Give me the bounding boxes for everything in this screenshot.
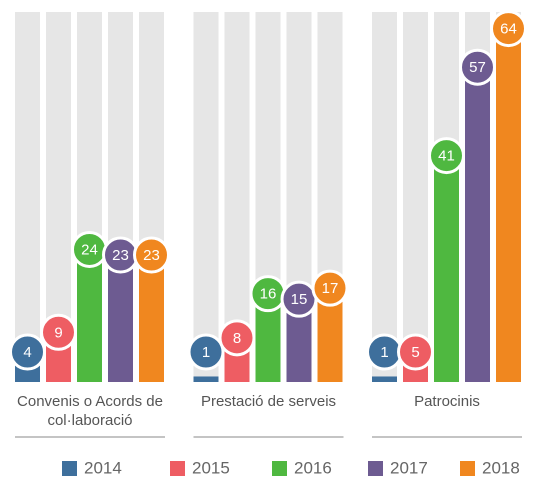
value-label: 64 — [500, 21, 517, 38]
value-label: 41 — [438, 148, 455, 165]
legend-swatch — [368, 461, 383, 476]
value-badge — [40, 313, 77, 351]
bar-track — [15, 12, 40, 382]
category-label: Prestació de serveis — [200, 393, 337, 410]
bar — [465, 67, 490, 382]
value-label: 16 — [260, 286, 277, 303]
bar — [372, 376, 397, 382]
bar — [108, 254, 133, 382]
value-badge — [459, 48, 496, 86]
value-badge — [187, 333, 225, 371]
value-label: 24 — [81, 241, 98, 258]
bar-track — [193, 12, 219, 382]
value-label: 4 — [23, 344, 31, 361]
bar-track — [403, 12, 428, 382]
value-badge — [311, 269, 349, 307]
category-label: Convenis o Acords de col·laboració — [17, 393, 163, 429]
value-badge — [490, 10, 527, 48]
value-label: 1 — [202, 344, 210, 361]
value-label: 57 — [469, 59, 486, 76]
bar — [77, 249, 102, 382]
legend-swatch — [460, 461, 475, 476]
bar-track — [372, 12, 397, 382]
legend-label: 2016 — [294, 458, 332, 477]
value-label: 17 — [322, 280, 339, 297]
bar — [496, 28, 521, 382]
value-label: 1 — [380, 344, 388, 361]
value-badge — [428, 137, 465, 175]
value-label: 8 — [233, 330, 241, 347]
value-label: 9 — [54, 324, 62, 341]
value-badge — [9, 333, 46, 371]
legend-swatch — [170, 461, 185, 476]
legend-label: 2017 — [390, 458, 428, 477]
legend-swatch — [62, 461, 77, 476]
bar — [139, 254, 164, 382]
value-badge — [133, 236, 170, 274]
legend-label: 2015 — [192, 458, 230, 477]
legend-label: 2018 — [482, 458, 520, 477]
value-label: 5 — [411, 344, 419, 361]
value-badge — [397, 333, 434, 371]
bar — [434, 155, 459, 382]
legend-swatch — [272, 461, 287, 476]
category-label: Patrocinis — [414, 393, 480, 410]
value-badge — [218, 319, 256, 357]
bar — [193, 376, 219, 382]
value-label: 23 — [112, 247, 129, 264]
value-label: 23 — [143, 247, 160, 264]
value-label: 15 — [291, 291, 308, 308]
legend-label: 2014 — [84, 458, 122, 477]
